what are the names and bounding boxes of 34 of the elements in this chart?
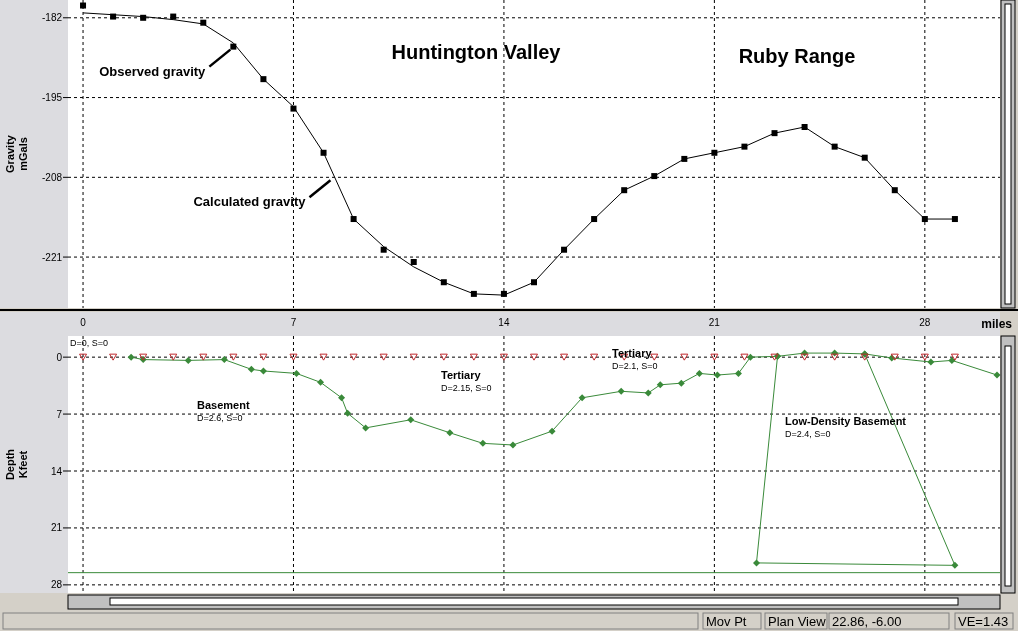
text: VE=1.43 — [958, 614, 1009, 629]
annotation: Calculated gravity — [193, 194, 307, 210]
text: 22.86, -6.00 — [832, 614, 902, 629]
y-axis-title: Gravity mGals — [4, 134, 29, 173]
annotation: Observed gravity — [99, 63, 207, 79]
y-tick-label: -221 — [41, 251, 63, 263]
y-tick-label: -208 — [41, 171, 63, 183]
y-tick-label: 28 — [50, 579, 63, 591]
x-tick-label: 28 — [919, 317, 931, 328]
y-tick-label: -182 — [41, 12, 63, 24]
annotation: Ruby Range — [738, 45, 856, 67]
text: Plan View — [768, 614, 827, 629]
y-tick-label: 21 — [50, 522, 63, 534]
annotation: D=0, S=0 — [70, 338, 109, 348]
y-tick-label: 14 — [50, 465, 63, 477]
annotation: Tertiary — [612, 347, 653, 359]
x-tick-label: 0 — [80, 317, 87, 328]
x-tick-label: 7 — [290, 317, 297, 328]
annotation: Tertiary — [441, 369, 482, 381]
annotation: D=2.4, S=0 — [785, 429, 831, 439]
annotation: D=2.1, S=0 — [612, 361, 658, 371]
y-tick-label: -195 — [41, 92, 63, 104]
y-tick-label: 0 — [56, 351, 63, 363]
x-tick-label: 21 — [708, 317, 721, 328]
annotation: Low-Density Basement — [785, 415, 907, 427]
x-axis-title: miles — [981, 317, 1013, 331]
annotation: D=2.6, S=0 — [197, 413, 243, 423]
x-tick-label: 14 — [498, 317, 510, 328]
text: Mov Pt — [706, 614, 747, 629]
y-tick-label: 7 — [56, 408, 63, 420]
y-axis-title: Depth Kfeet — [4, 448, 29, 481]
annotation: Basement — [197, 399, 250, 411]
annotation: Huntington Valley — [391, 41, 562, 63]
annotation: D=2.15, S=0 — [441, 383, 492, 393]
